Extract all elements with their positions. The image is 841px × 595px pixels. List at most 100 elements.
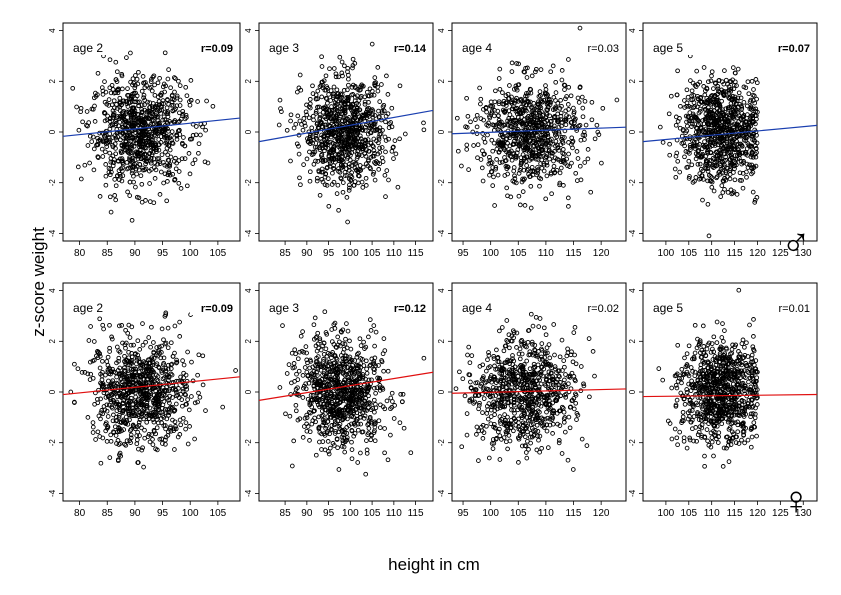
data-point <box>129 366 134 372</box>
data-point <box>501 101 507 107</box>
data-point <box>106 378 111 384</box>
data-point <box>690 80 696 86</box>
data-point <box>496 149 502 155</box>
data-point <box>145 115 151 121</box>
data-point <box>384 73 389 79</box>
data-point <box>529 129 534 135</box>
data-point <box>112 141 118 147</box>
data-point <box>474 112 480 118</box>
data-point <box>376 114 382 119</box>
x-tick-label: 100 <box>342 508 359 519</box>
data-point <box>94 141 100 147</box>
regression-line <box>642 124 818 143</box>
data-point <box>704 144 710 150</box>
x-tick-label: 105 <box>210 508 227 519</box>
data-point <box>146 335 152 340</box>
data-point <box>133 184 138 190</box>
data-point <box>175 434 181 440</box>
data-point <box>162 387 168 393</box>
data-point <box>370 114 376 120</box>
data-point <box>702 139 707 144</box>
data-point <box>288 158 293 164</box>
data-point <box>695 81 701 87</box>
data-point <box>117 156 123 162</box>
data-point <box>300 127 306 133</box>
data-point <box>539 98 544 103</box>
data-point <box>731 146 737 152</box>
y-tick-label: 4 <box>437 28 446 33</box>
data-point <box>165 325 171 331</box>
data-point <box>175 392 181 398</box>
data-point <box>574 149 580 154</box>
data-point <box>385 111 391 117</box>
data-point <box>101 139 106 145</box>
y-tick-label: -2 <box>48 439 57 447</box>
data-point <box>356 98 362 103</box>
y-tick-label: 4 <box>48 288 57 293</box>
data-point <box>513 123 519 129</box>
data-point <box>372 75 378 80</box>
data-point <box>180 389 186 394</box>
data-point <box>372 83 378 89</box>
data-point <box>75 164 81 170</box>
data-point <box>334 191 340 196</box>
data-point <box>474 131 480 136</box>
y-tick-label: -2 <box>628 179 637 187</box>
data-point <box>166 128 171 134</box>
data-point <box>731 105 737 110</box>
data-point <box>542 125 548 131</box>
data-point <box>563 116 569 122</box>
data-point <box>360 164 366 170</box>
data-point <box>523 93 528 99</box>
data-point <box>91 339 97 344</box>
data-point <box>723 154 728 160</box>
data-point <box>751 93 757 99</box>
data-point <box>160 362 166 368</box>
data-point <box>303 109 309 115</box>
data-point <box>138 359 143 365</box>
data-point <box>189 394 194 399</box>
data-point <box>333 71 339 77</box>
data-point <box>107 194 113 200</box>
data-point <box>352 148 358 154</box>
data-point <box>102 79 107 84</box>
data-point <box>134 150 140 156</box>
data-point <box>372 160 377 165</box>
data-point <box>702 104 707 110</box>
r-label-background <box>190 40 236 55</box>
data-point <box>739 121 745 127</box>
data-point <box>163 312 169 318</box>
y-tick-label: 2 <box>628 79 637 84</box>
data-point <box>566 204 571 209</box>
x-tick-label: 90 <box>129 508 141 519</box>
data-point <box>580 132 586 138</box>
data-point <box>505 171 510 177</box>
data-point <box>135 407 141 412</box>
data-point <box>352 115 358 121</box>
data-point <box>101 404 107 409</box>
data-point <box>293 121 299 127</box>
data-point <box>307 149 312 155</box>
data-point <box>556 124 562 130</box>
data-point <box>331 91 336 97</box>
data-point <box>529 73 535 79</box>
data-point <box>165 152 171 158</box>
x-tick-label: 115 <box>566 248 582 259</box>
data-point <box>722 116 728 122</box>
data-point <box>319 64 325 69</box>
data-point <box>168 154 174 160</box>
data-point <box>146 431 152 437</box>
data-point <box>93 94 99 99</box>
data-point <box>692 146 698 151</box>
data-point <box>118 115 123 120</box>
data-point <box>117 452 122 458</box>
data-point <box>172 177 177 183</box>
data-point <box>529 135 535 141</box>
data-point <box>519 114 524 120</box>
data-point <box>104 425 110 431</box>
data-point <box>187 171 193 177</box>
data-point <box>694 139 700 145</box>
data-point <box>296 85 302 91</box>
data-point <box>707 127 713 133</box>
data-point <box>159 393 165 399</box>
